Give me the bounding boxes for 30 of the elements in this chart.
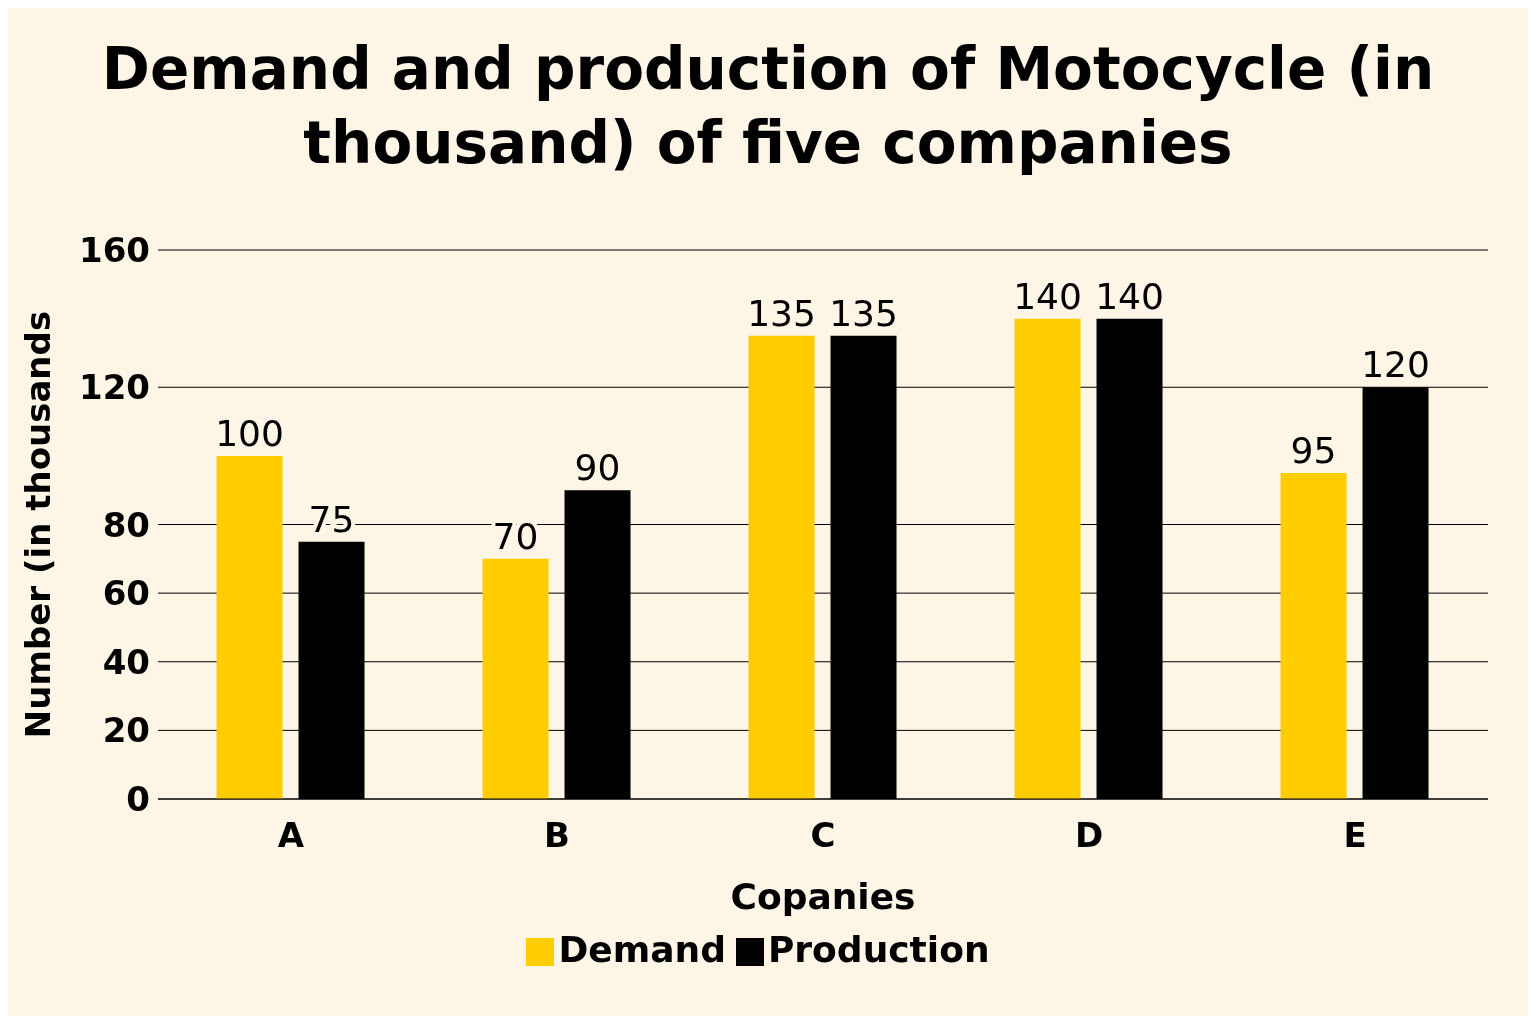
y-tick-label: 40 xyxy=(102,641,150,682)
x-tick-label: C xyxy=(810,815,836,856)
y-tick-label: 160 xyxy=(79,230,150,271)
legend-label: Production xyxy=(767,929,990,970)
chart-title: Demand and production of Motocycle (in thousand) of five companies xyxy=(100,34,1436,179)
data-label: 135 xyxy=(747,292,816,334)
data-label: 90 xyxy=(574,447,621,489)
bar xyxy=(216,455,283,799)
bar xyxy=(748,335,815,799)
y-tick-label: 20 xyxy=(102,710,150,751)
y-tick-label: 0 xyxy=(126,779,150,820)
data-label: 100 xyxy=(215,412,284,454)
x-tick-label: D xyxy=(1074,815,1104,856)
data-label: 140 xyxy=(1013,275,1082,317)
x-axis-title: Copanies xyxy=(730,876,916,917)
data-label: 140 xyxy=(1095,275,1164,317)
x-tick-label: A xyxy=(277,815,305,856)
legend-label: Demand xyxy=(558,929,726,970)
bar xyxy=(1280,473,1347,799)
data-label: 95 xyxy=(1290,430,1337,472)
y-tick-label: 80 xyxy=(102,504,150,545)
y-tick-label: 60 xyxy=(102,573,150,614)
x-tick-label: E xyxy=(1343,815,1367,856)
y-axis-title: Number (in thousands xyxy=(18,310,59,739)
y-tick-label: 120 xyxy=(79,367,150,408)
data-label: 135 xyxy=(829,292,898,334)
bar xyxy=(482,558,549,799)
data-label: 120 xyxy=(1361,344,1430,386)
bar xyxy=(1014,318,1081,799)
x-tick-label: B xyxy=(544,815,570,856)
